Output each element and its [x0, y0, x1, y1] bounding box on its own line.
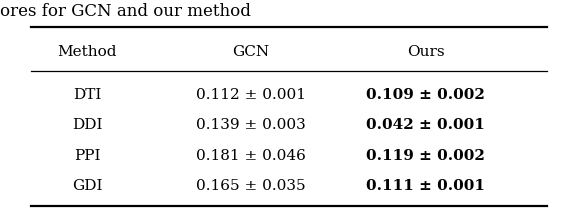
Text: 0.119 ± 0.002: 0.119 ± 0.002: [367, 149, 485, 163]
Text: Method: Method: [58, 45, 117, 59]
Text: Ours: Ours: [407, 45, 444, 59]
Text: PPI: PPI: [74, 149, 100, 163]
Text: 0.111 ± 0.001: 0.111 ± 0.001: [367, 179, 485, 193]
Text: 0.139 ± 0.003: 0.139 ± 0.003: [196, 118, 306, 132]
Text: DDI: DDI: [72, 118, 103, 132]
Text: GDI: GDI: [72, 179, 103, 193]
Text: 0.042 ± 0.001: 0.042 ± 0.001: [367, 118, 485, 132]
Text: 0.112 ± 0.001: 0.112 ± 0.001: [196, 88, 306, 102]
Text: 0.165 ± 0.035: 0.165 ± 0.035: [196, 179, 306, 193]
Text: DTI: DTI: [73, 88, 102, 102]
Text: 0.109 ± 0.002: 0.109 ± 0.002: [367, 88, 485, 102]
Text: GCN: GCN: [232, 45, 270, 59]
Text: ores for GCN and our method: ores for GCN and our method: [0, 3, 251, 20]
Text: 0.181 ± 0.046: 0.181 ± 0.046: [196, 149, 306, 163]
